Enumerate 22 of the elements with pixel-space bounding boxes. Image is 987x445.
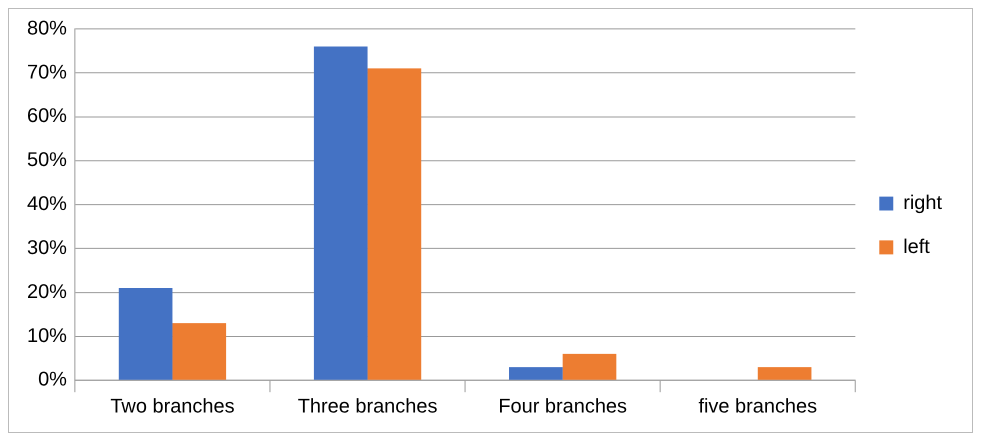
legend-label: left [903,236,930,258]
y-tick-label: 10% [26,324,67,347]
bar [118,288,172,380]
bar [314,46,368,380]
y-tick-label: 70% [26,61,67,84]
bar [758,367,812,380]
y-tick-label: 30% [26,237,67,259]
bar [368,68,422,380]
y-tick-label: 80% [26,17,67,40]
y-tick-label: 0% [38,368,67,391]
y-tick-label: 60% [26,105,67,128]
x-tick-label: Two branches [110,396,235,418]
x-tick-label: Four branches [498,396,628,418]
y-tick-label: 20% [26,280,67,303]
bar [172,323,226,380]
x-tick-label: Three branches [298,396,438,418]
x-tick-label: five branches [698,396,818,418]
bar [562,354,616,380]
legend-label: right [903,192,943,214]
y-tick-label: 40% [26,193,67,216]
y-tick-label: 50% [26,149,67,172]
bar [509,367,563,380]
